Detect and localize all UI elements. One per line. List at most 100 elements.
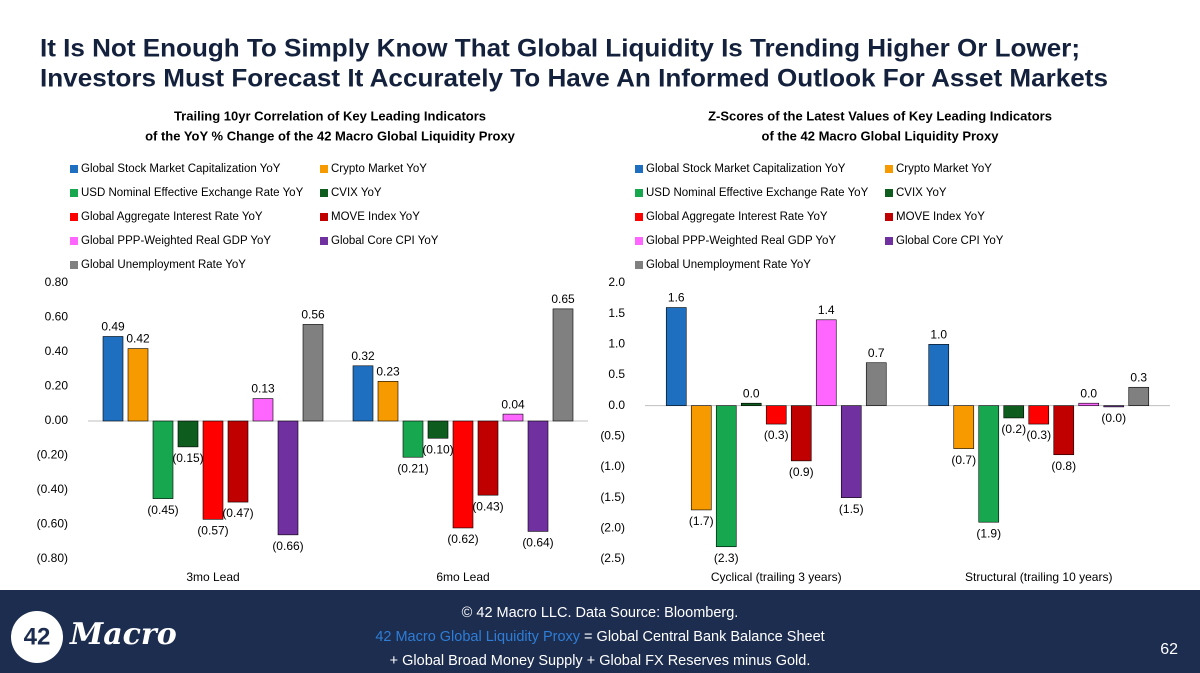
value-label: (0.66)	[272, 539, 303, 553]
value-label: 1.0	[930, 328, 947, 342]
bar	[402, 420, 424, 458]
y-tick-label: 0.0	[608, 398, 625, 412]
legend-swatch	[635, 189, 643, 197]
value-label: 0.56	[301, 308, 325, 322]
value-label: 1.4	[818, 303, 835, 317]
value-label: (0.43)	[472, 499, 503, 513]
value-label: (0.62)	[447, 532, 478, 546]
y-tick-label: 1.5	[608, 306, 625, 320]
bar	[1078, 402, 1100, 406]
legend-label: Global Stock Market Capitalization YoY	[646, 163, 846, 175]
bar	[227, 420, 249, 503]
x-tick-label: Cyclical (trailing 3 years)	[711, 570, 842, 584]
legend-label: Global Core CPI YoY	[896, 235, 1004, 247]
legend-label: Global Unemployment Rate YoY	[646, 259, 811, 271]
legend-swatch	[320, 165, 328, 173]
legend-swatch	[320, 237, 328, 245]
bar	[665, 307, 687, 406]
bar	[715, 405, 737, 548]
legend-label: Global PPP-Weighted Real GDP YoY	[646, 235, 836, 247]
bar	[1053, 405, 1075, 456]
bar	[477, 420, 499, 496]
legend-label: Global Core CPI YoY	[331, 235, 439, 247]
bar	[452, 420, 474, 529]
legend-swatch	[70, 237, 78, 245]
legend-label: Global PPP-Weighted Real GDP YoY	[81, 235, 271, 247]
bar	[1028, 405, 1050, 425]
value-label: 0.04	[501, 397, 525, 411]
legend-label: MOVE Index YoY	[331, 211, 420, 223]
value-label: (0.45)	[147, 503, 178, 517]
bar	[552, 308, 574, 422]
legend-swatch	[885, 189, 893, 197]
value-label: (0.21)	[397, 461, 428, 475]
chart-title: Trailing 10yr Correlation of Key Leading…	[174, 108, 486, 123]
legend-label: MOVE Index YoY	[896, 211, 985, 223]
legend-label: Global Aggregate Interest Rate YoY	[646, 211, 828, 223]
legend-swatch	[885, 213, 893, 221]
legend-swatch	[635, 165, 643, 173]
legend-swatch	[70, 165, 78, 173]
logo-number: 42	[24, 623, 51, 650]
y-tick-label: (2.0)	[600, 521, 625, 535]
y-tick-label: (0.40)	[37, 482, 68, 496]
footer-band	[0, 590, 1200, 673]
legend-label: Global Unemployment Rate YoY	[81, 259, 246, 271]
bar	[865, 362, 887, 406]
value-label: 0.13	[251, 382, 275, 396]
legend-swatch	[885, 237, 893, 245]
legend-label: Crypto Market YoY	[331, 163, 427, 175]
value-label: 0.42	[126, 332, 150, 346]
footer-link: 42 Macro Global Liquidity Proxy	[375, 629, 580, 645]
legend-label: USD Nominal Effective Exchange Rate YoY	[81, 187, 304, 199]
legend-label: CVIX YoY	[331, 187, 382, 199]
legend-swatch	[635, 237, 643, 245]
y-tick-label: 0.40	[45, 344, 69, 358]
bar	[790, 405, 812, 462]
footer-text: © 42 Macro LLC. Data Source: Bloomberg.	[462, 605, 739, 621]
x-tick-label: Structural (trailing 10 years)	[965, 570, 1112, 584]
value-label: (0.3)	[1026, 428, 1051, 442]
page-number: 62	[1160, 641, 1178, 658]
value-label: 0.65	[551, 292, 575, 306]
value-label: 0.7	[868, 346, 885, 360]
value-label: (0.9)	[789, 465, 814, 479]
footer-text: = Global Central Bank Balance Sheet	[580, 629, 825, 645]
bar	[928, 344, 950, 406]
value-label: (0.57)	[197, 523, 228, 537]
legend-swatch	[70, 189, 78, 197]
value-label: 1.6	[668, 291, 685, 305]
value-label: 0.23	[376, 364, 400, 378]
bar	[152, 420, 174, 499]
value-label: 0.32	[351, 349, 375, 363]
value-label: (0.15)	[172, 451, 203, 465]
value-label: (0.0)	[1101, 411, 1126, 425]
value-label: (0.3)	[764, 428, 789, 442]
legend-label: Global Aggregate Interest Rate YoY	[81, 211, 263, 223]
value-label: 0.49	[101, 320, 125, 334]
y-tick-label: 2.0	[608, 275, 625, 289]
bar	[377, 381, 399, 422]
bar	[302, 324, 324, 422]
value-label: (1.5)	[839, 502, 864, 516]
y-tick-label: 0.20	[45, 379, 69, 393]
bar	[1003, 405, 1025, 419]
y-tick-label: (0.5)	[600, 429, 625, 443]
value-label: (0.10)	[422, 442, 453, 456]
value-label: (0.7)	[951, 453, 976, 467]
y-tick-label: 0.60	[45, 310, 69, 324]
chart-title: Z-Scores of the Latest Values of Key Lea…	[708, 108, 1052, 123]
chart-title: of the 42 Macro Global Liquidity Proxy	[762, 128, 1000, 143]
logo-circle	[11, 611, 63, 663]
bar	[840, 405, 862, 498]
chart-title: of the YoY % Change of the 42 Macro Glob…	[145, 128, 516, 143]
bar	[427, 420, 449, 439]
value-label: (0.47)	[222, 506, 253, 520]
legend-label: CVIX YoY	[896, 187, 947, 199]
bar	[102, 336, 124, 422]
legend-swatch	[70, 261, 78, 269]
value-label: 0.0	[1080, 386, 1097, 400]
y-tick-label: 0.00	[45, 413, 69, 427]
y-tick-label: (1.0)	[600, 459, 625, 473]
